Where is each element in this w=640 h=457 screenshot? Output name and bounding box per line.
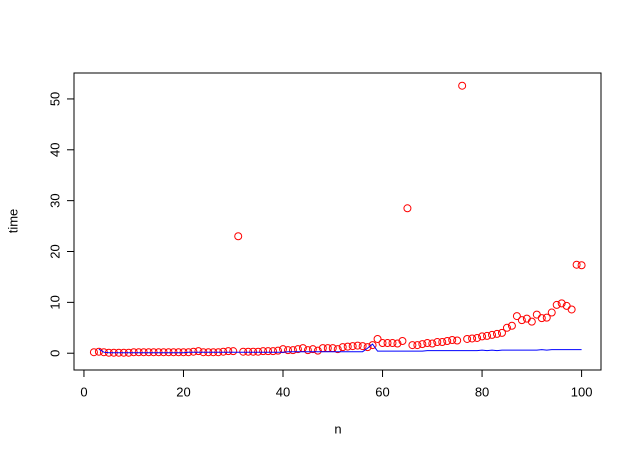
point [303,346,312,355]
point [478,332,487,341]
point [542,313,551,322]
point [139,348,148,357]
point [288,346,297,355]
point [134,348,143,357]
point [328,344,337,353]
point [129,348,138,357]
point [313,346,322,355]
point [473,333,482,342]
point [438,338,447,347]
point [363,343,372,352]
point [512,312,521,321]
point [537,314,546,323]
point [249,347,258,356]
point [468,334,477,343]
point [169,348,178,357]
point [433,338,442,347]
point [532,310,541,319]
line [98,343,582,354]
point [458,81,467,90]
point [428,339,437,348]
point [353,341,362,350]
x-tick-label: 60 [375,384,389,399]
y-tick-label: 40 [47,143,62,157]
x-tick-label: 0 [80,384,87,399]
point [154,348,163,357]
point [338,343,347,352]
point [423,339,432,348]
point [293,345,302,354]
point [254,347,263,356]
point [259,347,268,356]
point [239,347,248,356]
point [383,339,392,348]
point [159,348,168,357]
y-tick-label: 50 [47,92,62,106]
point [393,339,402,348]
point [552,300,561,309]
y-tick-label: 20 [47,244,62,258]
point [229,347,238,356]
point [378,339,387,348]
point [403,204,412,213]
point [507,321,516,330]
point [348,342,357,351]
point [418,340,427,349]
point [174,348,183,357]
point [89,348,98,357]
point [483,331,492,340]
point [453,336,462,345]
y-tick-label: 10 [47,295,62,309]
point [274,346,283,355]
y-tick-label: 0 [47,350,62,357]
point [517,316,526,325]
point [234,232,243,241]
point [269,347,278,356]
point [358,342,367,351]
point [492,329,501,338]
point [219,347,228,356]
y-axis-label: time [5,209,20,234]
point [308,345,317,354]
x-tick-label: 40 [276,384,290,399]
point [224,347,233,356]
point [572,260,581,269]
point [144,348,153,357]
point [557,299,566,308]
point [368,341,377,350]
point [577,261,586,270]
point [189,347,198,356]
point [343,342,352,351]
point [488,330,497,339]
point [497,328,506,337]
point [149,348,158,357]
point [413,341,422,350]
point [264,347,273,356]
point [502,323,511,332]
x-tick-label: 20 [176,384,190,399]
point [547,308,556,317]
point [388,339,397,348]
point [194,347,203,356]
point [448,335,457,344]
plot-box [73,72,602,371]
point [283,346,292,355]
point [567,305,576,314]
point [164,348,173,357]
point [527,317,536,326]
point [333,345,342,354]
y-tick-label: 30 [47,193,62,207]
point [244,347,253,356]
point [408,341,417,350]
x-tick-label: 80 [475,384,489,399]
x-tick-label: 100 [571,384,593,399]
point [373,334,382,343]
x-axis-label: n [334,421,341,436]
point [443,337,452,346]
point [398,337,407,346]
point [463,334,472,343]
